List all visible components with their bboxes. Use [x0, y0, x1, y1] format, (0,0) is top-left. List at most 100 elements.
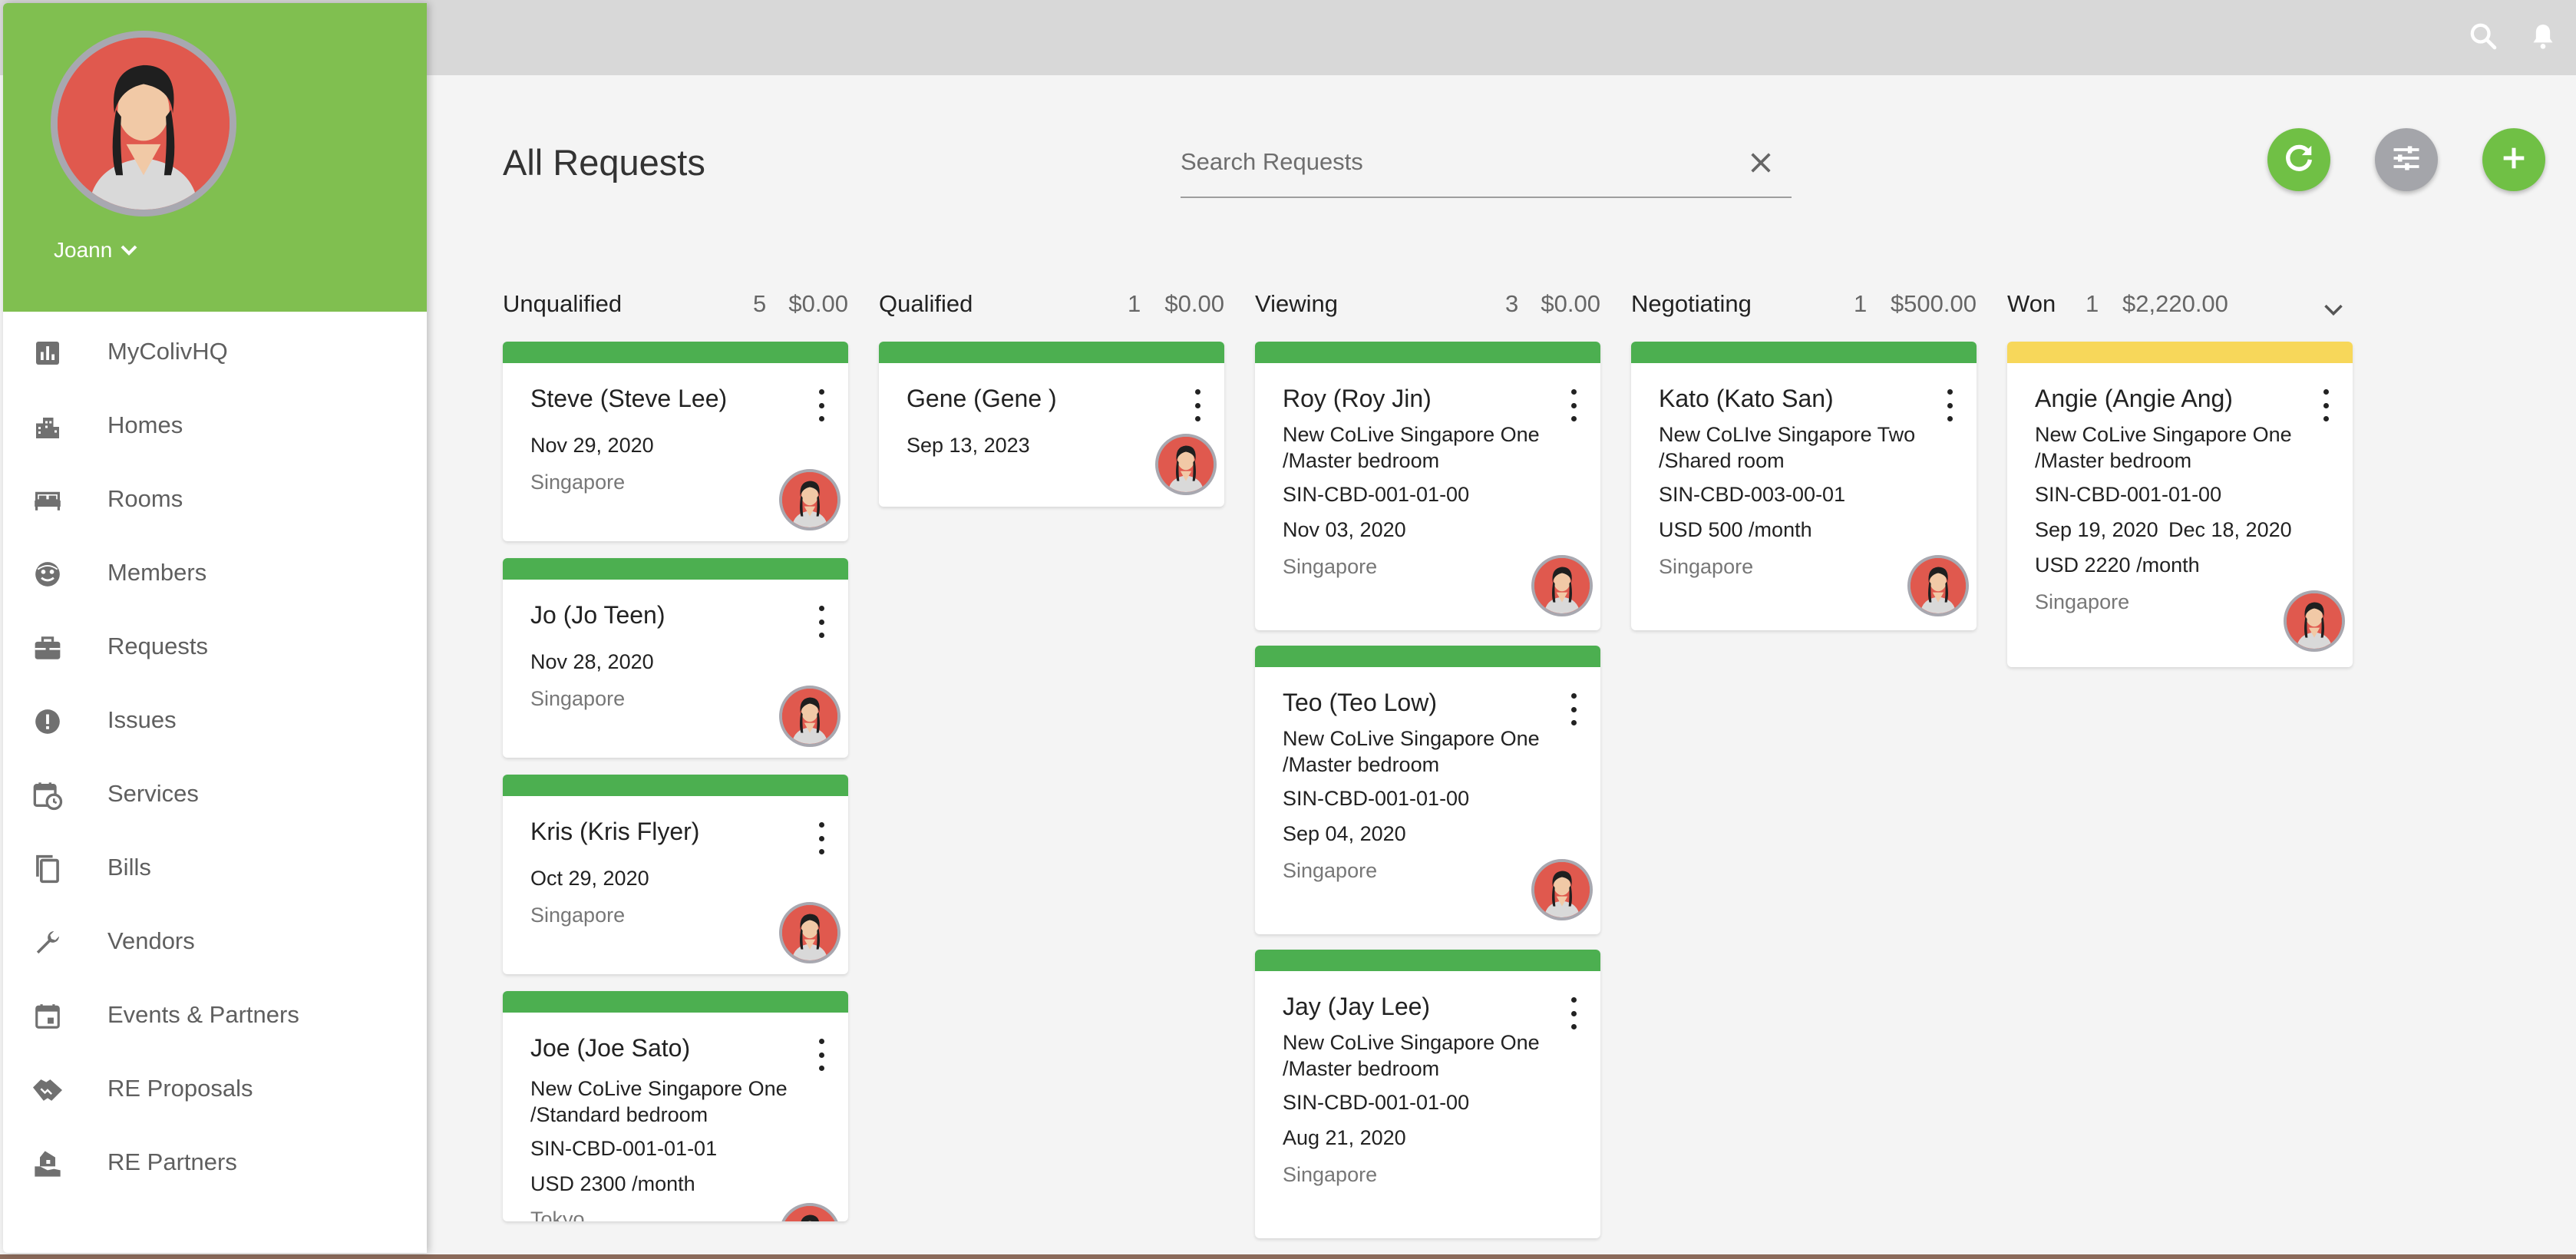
- card-line: New CoLive Singapore One: [530, 1077, 788, 1100]
- card-location: Singapore: [530, 687, 626, 710]
- user-menu-toggle[interactable]: Joann: [54, 235, 138, 266]
- card-line: SIN-CBD-001-01-00: [1283, 1091, 1470, 1114]
- search-icon[interactable]: [2465, 18, 2501, 54]
- card-status-stripe: [1631, 342, 1977, 363]
- column-count: 1: [1854, 290, 1868, 317]
- column-negotiating: Negotiating 1 $500.00 Kato (Kato San) Ne…: [1631, 281, 1977, 630]
- card-status-stripe: [1255, 342, 1600, 363]
- column-header: Unqualified 5 $0.00: [503, 281, 848, 327]
- card-end-date: Dec 18, 2020: [2168, 518, 2292, 541]
- card-line: New CoLive Singapore One: [2035, 423, 2292, 446]
- request-card[interactable]: Roy (Roy Jin) New CoLive Singapore One /…: [1255, 342, 1600, 630]
- request-card[interactable]: Gene (Gene ) Sep 13, 2023: [879, 342, 1224, 507]
- card-line: /Master bedroom: [1283, 753, 1440, 776]
- column-amount: $0.00: [1541, 290, 1600, 317]
- avatar[interactable]: [51, 31, 236, 216]
- more-vert-icon[interactable]: [1564, 997, 1584, 1029]
- column-header: Viewing 3 $0.00: [1255, 281, 1600, 327]
- more-vert-icon[interactable]: [1564, 389, 1584, 421]
- column-count: 3: [1505, 290, 1519, 317]
- more-vert-icon[interactable]: [1564, 693, 1584, 725]
- refresh-icon: [2281, 140, 2317, 180]
- request-card[interactable]: Angie (Angie Ang) New CoLive Singapore O…: [2007, 342, 2353, 667]
- sidebar-item-bills[interactable]: Bills: [3, 831, 427, 904]
- column-amount: $2,220.00: [2122, 290, 2228, 317]
- avatar: [1155, 434, 1217, 495]
- sidebar-item-vendors[interactable]: Vendors: [3, 904, 427, 978]
- sidebar-item-mycolivhq[interactable]: MyColivHQ: [3, 315, 427, 388]
- column-title: Won: [2007, 290, 2056, 317]
- house-hand-icon: [31, 1147, 64, 1181]
- search-input[interactable]: [1181, 143, 1718, 181]
- request-card[interactable]: Kris (Kris Flyer) Oct 29, 2020 Singapore: [503, 775, 848, 974]
- card-line: Sep 19, 2020: [2035, 518, 2158, 541]
- sidebar-item-label: MyColivHQ: [107, 338, 228, 365]
- more-vert-icon[interactable]: [2316, 389, 2336, 421]
- sidebar-item-re-proposals[interactable]: RE Proposals: [3, 1052, 427, 1125]
- chevron-down-icon[interactable]: [2318, 295, 2349, 325]
- bell-icon[interactable]: [2525, 18, 2561, 54]
- request-card[interactable]: Jo (Jo Teen) Nov 28, 2020 Singapore: [503, 558, 848, 758]
- card-name: Kato (Kato San): [1659, 385, 1834, 412]
- card-line: New CoLIve Singapore Two: [1659, 423, 1916, 446]
- card-line: SIN-CBD-001-01-00: [1283, 483, 1470, 506]
- sidebar-item-label: Requests: [107, 633, 208, 659]
- filter-button[interactable]: [2375, 128, 2438, 191]
- avatar: [1907, 555, 1969, 616]
- column-amount: $500.00: [1890, 290, 1977, 317]
- sidebar: Joann MyColivHQ Homes Rooms: [3, 3, 427, 1253]
- sidebar-item-label: Bills: [107, 854, 151, 881]
- sidebar-item-requests[interactable]: Requests: [3, 610, 427, 683]
- request-card[interactable]: Steve (Steve Lee) Nov 29, 2020 Singapore: [503, 342, 848, 541]
- card-line: Nov 29, 2020: [530, 434, 654, 457]
- face-icon: [31, 557, 64, 591]
- add-request-button[interactable]: [2482, 128, 2545, 191]
- sidebar-item-label: Homes: [107, 411, 183, 438]
- card-location: Singapore: [1283, 859, 1378, 882]
- calendar-clock-icon: [31, 778, 64, 812]
- avatar: [779, 686, 841, 747]
- building-icon: [31, 410, 64, 444]
- sidebar-item-label: Services: [107, 780, 199, 807]
- card-line: /Standard bedroom: [530, 1103, 708, 1126]
- card-line: Nov 28, 2020: [530, 650, 654, 673]
- card-location: Singapore: [1283, 1163, 1378, 1186]
- card-line: USD 2300 /month: [530, 1172, 695, 1195]
- sidebar-item-label: RE Partners: [107, 1148, 237, 1175]
- request-card[interactable]: Jay (Jay Lee) New CoLive Singapore One /…: [1255, 950, 1600, 1238]
- card-name: Kris (Kris Flyer): [530, 818, 700, 845]
- card-line: Sep 13, 2023: [907, 434, 1030, 457]
- sidebar-item-members[interactable]: Members: [3, 536, 427, 610]
- more-vert-icon[interactable]: [811, 389, 831, 421]
- sidebar-item-issues[interactable]: Issues: [3, 683, 427, 757]
- card-status-stripe: [879, 342, 1224, 363]
- card-name: Jo (Jo Teen): [530, 601, 665, 629]
- more-vert-icon[interactable]: [811, 1039, 831, 1071]
- search-bar: [1181, 131, 1792, 198]
- more-vert-icon[interactable]: [1940, 389, 1960, 421]
- request-card[interactable]: Kato (Kato San) New CoLIve Singapore Two…: [1631, 342, 1977, 630]
- column-header: Negotiating 1 $500.00: [1631, 281, 1977, 327]
- card-status-stripe: [1255, 950, 1600, 971]
- refresh-button[interactable]: [2267, 128, 2330, 191]
- sidebar-item-rooms[interactable]: Rooms: [3, 462, 427, 536]
- close-icon[interactable]: [1744, 146, 1778, 180]
- column-count: 1: [2086, 290, 2099, 317]
- more-vert-icon[interactable]: [811, 822, 831, 854]
- sidebar-item-label: RE Proposals: [107, 1075, 253, 1102]
- avatar: [779, 1203, 841, 1221]
- request-card[interactable]: Joe (Joe Sato) New CoLive Singapore One …: [503, 991, 848, 1221]
- card-status-stripe: [503, 991, 848, 1013]
- sidebar-item-services[interactable]: Services: [3, 757, 427, 831]
- card-status-stripe: [2007, 342, 2353, 363]
- more-vert-icon[interactable]: [811, 606, 831, 638]
- sidebar-profile-header: Joann: [3, 3, 427, 312]
- more-vert-icon[interactable]: [1187, 389, 1207, 421]
- card-line: SIN-CBD-003-00-01: [1659, 483, 1846, 506]
- sidebar-item-homes[interactable]: Homes: [3, 388, 427, 462]
- request-card[interactable]: Teo (Teo Low) New CoLive Singapore One /…: [1255, 646, 1600, 934]
- card-name: Roy (Roy Jin): [1283, 385, 1432, 412]
- sidebar-item-events-partners[interactable]: Events & Partners: [3, 978, 427, 1052]
- chevron-down-icon: [120, 238, 138, 263]
- sidebar-item-re-partners[interactable]: RE Partners: [3, 1125, 427, 1199]
